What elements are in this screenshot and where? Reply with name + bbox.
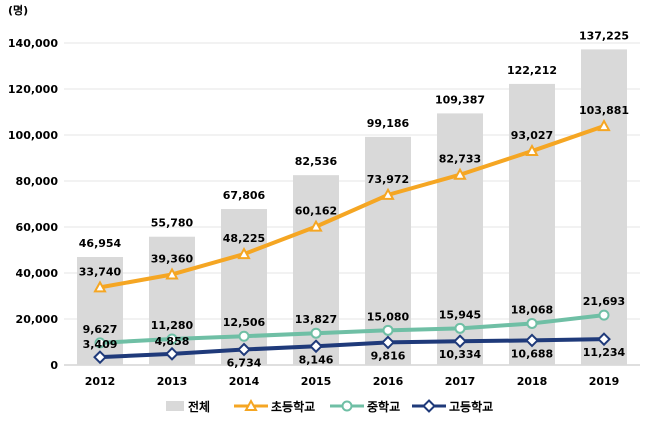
point-circle	[454, 322, 466, 334]
legend: 전체 초등학교 중학교 고등학교	[166, 398, 493, 414]
data-label: 122,212	[507, 64, 557, 77]
data-labels: 46,954 55,780 67,806 82,536 99,186 109,387 122…	[79, 29, 629, 369]
point-triangle	[597, 119, 611, 132]
data-label: 39,360	[151, 252, 194, 265]
line-series-2	[94, 309, 610, 349]
x-tick-label: 2013	[157, 375, 188, 388]
data-label: 10,688	[511, 347, 553, 360]
line-series-group	[93, 119, 611, 365]
data-label: 103,881	[579, 104, 629, 117]
y-tick-label: 80,000	[16, 175, 59, 188]
data-label: 46,954	[79, 237, 122, 250]
series-line	[99, 313, 605, 345]
legend-marker	[244, 398, 258, 411]
y-tick-label: 0	[50, 359, 58, 372]
data-label: 15,080	[367, 310, 410, 323]
data-label: 9,816	[371, 349, 406, 362]
legend-label: 고등학교	[449, 399, 493, 414]
x-axis-ticks: 2012 2013 2014 2015 2016 2017 2018 2019	[85, 375, 620, 388]
data-label: 6,734	[227, 357, 262, 370]
point-triangle	[309, 219, 323, 232]
point-diamond	[309, 339, 323, 354]
data-label: 82,733	[439, 153, 481, 166]
x-tick-label: 2014	[229, 375, 260, 388]
line-series-1	[93, 119, 611, 293]
data-label: 93,027	[511, 129, 553, 142]
point-triangle	[525, 143, 539, 157]
point-circle	[526, 317, 538, 329]
data-label: 11,280	[151, 319, 194, 332]
x-tick-label: 2019	[589, 375, 620, 388]
point-triangle	[381, 187, 395, 200]
legend-item: 중학교	[330, 399, 400, 414]
data-label: 82,536	[295, 155, 338, 168]
x-tick-label: 2012	[85, 375, 116, 388]
point-diamond	[525, 333, 539, 348]
data-label: 109,387	[435, 93, 485, 106]
data-label: 99,186	[367, 117, 410, 130]
x-tick-label: 2016	[373, 375, 404, 388]
x-tick-label: 2015	[301, 375, 332, 388]
point-diamond	[381, 335, 395, 350]
bar-series-total	[77, 49, 627, 365]
data-label: 8,146	[299, 353, 334, 366]
data-label: 60,162	[295, 205, 337, 218]
line-series-3	[93, 332, 611, 365]
point-triangle	[453, 167, 467, 180]
legend-label: 초등학교	[271, 399, 315, 414]
data-label: 21,693	[583, 295, 625, 308]
point-circle	[310, 327, 322, 339]
legend-item: 고등학교	[412, 399, 493, 414]
data-label: 137,225	[579, 29, 629, 42]
y-tick-label: 140,000	[8, 37, 58, 50]
y-axis-ticks: 0 20,000 40,000 60,000 80,000 100,000 120,000 1…	[8, 37, 58, 372]
data-label: 10,334	[439, 348, 482, 361]
legend-swatch	[166, 401, 184, 411]
data-label: 55,780	[151, 217, 194, 230]
point-triangle	[93, 280, 107, 293]
data-label: 11,234	[583, 346, 626, 359]
point-diamond	[453, 334, 467, 349]
data-label: 13,827	[295, 313, 337, 326]
legend-marker	[341, 400, 353, 412]
data-label: 48,225	[223, 232, 265, 245]
point-circle	[382, 324, 394, 336]
legend-label: 전체	[188, 399, 210, 414]
point-diamond	[597, 332, 611, 347]
point-diamond	[93, 350, 107, 365]
y-tick-label: 20,000	[16, 313, 59, 326]
point-circle	[598, 309, 610, 321]
data-label: 33,740	[79, 265, 122, 278]
point-circle	[238, 330, 250, 342]
point-circle	[94, 337, 106, 349]
series-line	[99, 124, 605, 290]
point-triangle	[237, 247, 251, 260]
data-label: 12,506	[223, 316, 266, 329]
y-tick-label: 120,000	[8, 83, 58, 96]
series-line	[99, 337, 605, 360]
y-tick-label: 40,000	[16, 267, 59, 280]
data-label: 9,627	[83, 323, 118, 336]
legend-item: 전체	[166, 399, 210, 414]
legend-item: 초등학교	[234, 398, 315, 414]
x-tick-label: 2018	[517, 375, 548, 388]
data-label: 18,068	[511, 303, 553, 316]
point-triangle	[165, 267, 179, 280]
point-diamond	[237, 342, 251, 357]
legend-marker	[422, 399, 436, 413]
point-circle	[166, 333, 178, 345]
data-label: 67,806	[223, 189, 266, 202]
data-label: 15,945	[439, 308, 481, 321]
y-axis-unit-label: (명)	[8, 3, 28, 17]
y-tick-label: 60,000	[16, 221, 59, 234]
point-diamond	[165, 346, 179, 361]
legend-label: 중학교	[367, 399, 400, 414]
data-label: 3,409	[83, 338, 118, 351]
y-tick-label: 100,000	[8, 129, 58, 142]
x-tick-label: 2017	[445, 375, 476, 388]
data-label: 73,972	[367, 173, 409, 186]
data-label: 4,858	[155, 335, 190, 348]
